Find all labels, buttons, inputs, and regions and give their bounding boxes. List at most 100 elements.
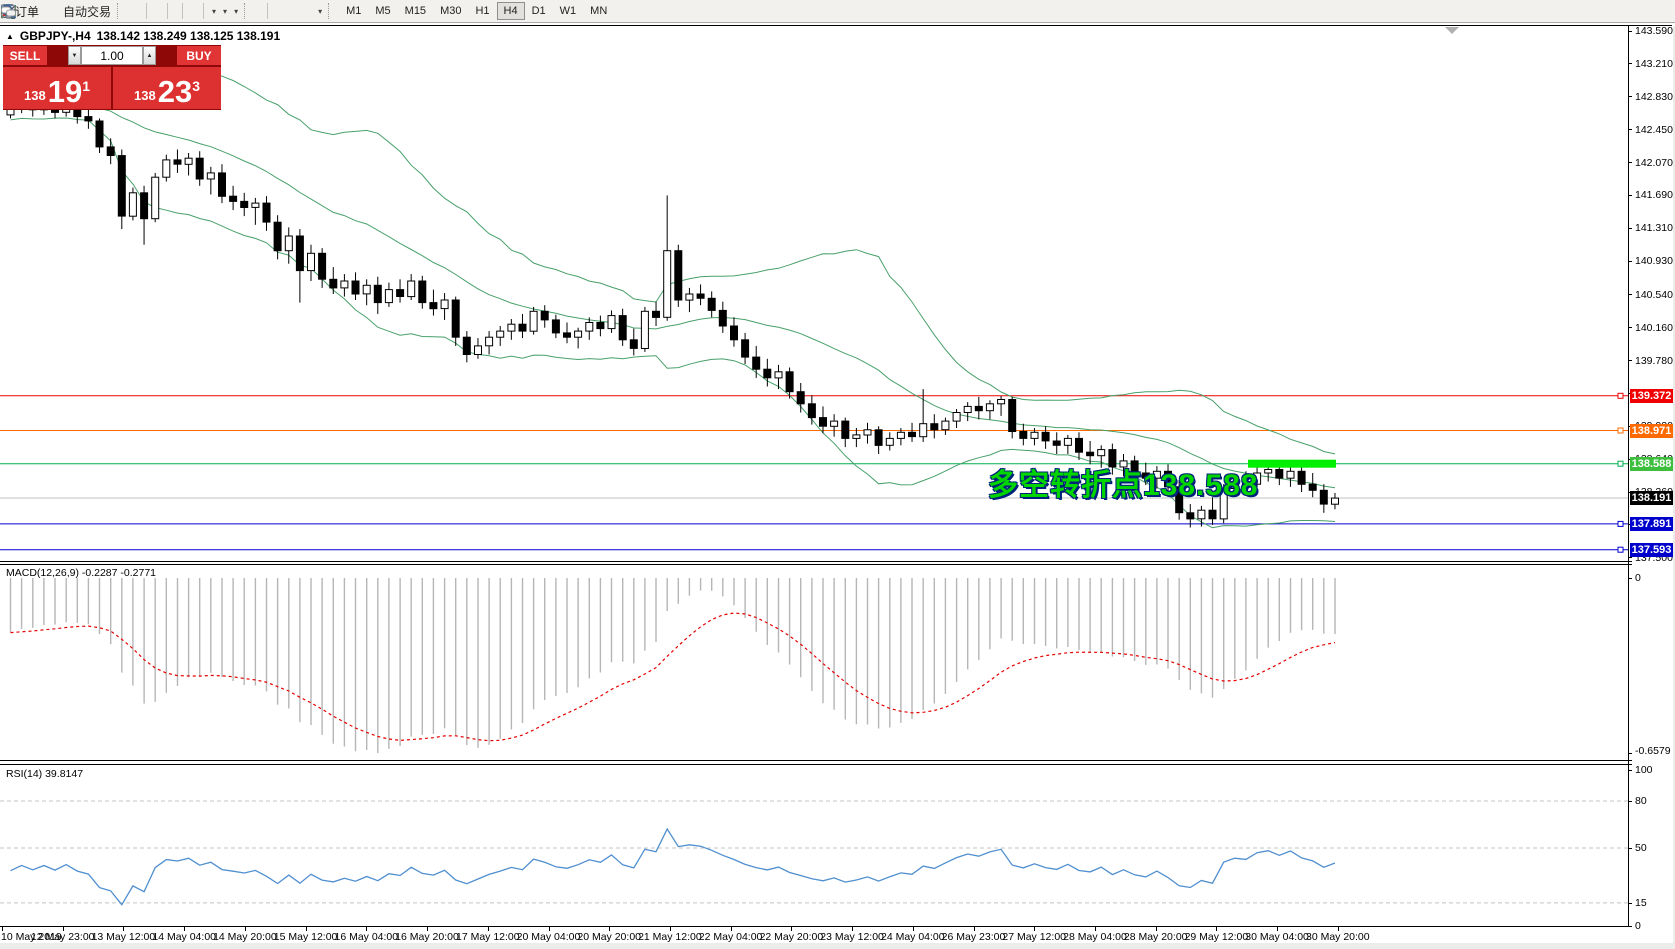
price-line-label: 137.891 [1630, 516, 1673, 531]
window-bottom-strip [0, 943, 1675, 949]
tab-timeframe-M5[interactable]: M5 [375, 5, 391, 17]
rsi-level-label: 100 [1635, 763, 1653, 776]
time-tick-label: 30 May 04:00 [1245, 931, 1309, 943]
rsi-level-label: 80 [1635, 795, 1647, 807]
rsi-svg[interactable] [0, 766, 1628, 926]
price-tick-mark [1628, 227, 1632, 229]
rsi-level-label: 15 [1635, 896, 1647, 909]
time-tick-mark [1277, 927, 1279, 931]
tab-timeframe-MN[interactable]: MN [590, 5, 608, 17]
time-tick-mark [366, 927, 368, 931]
time-tick-mark [973, 927, 975, 931]
price-line-label: 138.971 [1630, 423, 1673, 438]
sell-button[interactable]: SELL [3, 46, 47, 65]
tab-timeframe-M30[interactable]: M30 [440, 5, 462, 17]
chat-button[interactable] [1, 1, 1665, 21]
time-tick-label: 28 May 04:00 [1063, 931, 1127, 943]
rsi-label: RSI(14) 39.8147 [6, 768, 84, 780]
indicators-button[interactable]: ▾ [1, 1, 219, 21]
buy-button[interactable]: BUY [177, 46, 221, 65]
time-tick-mark [305, 927, 307, 931]
buy-price-box[interactable]: 138 23 3 [113, 67, 221, 109]
price-tick-mark [1628, 294, 1632, 296]
sell-price-prefix: 138 [24, 88, 46, 103]
line-chart-button[interactable] [1, 1, 142, 21]
time-tick-label: 24 May 04:00 [880, 931, 945, 943]
chart-title: ▲ GBPJPY-,H4 138.142 138.249 138.125 138… [6, 29, 280, 43]
dropdown-caret-icon: ▾ [234, 6, 239, 16]
tab-timeframe-H1[interactable]: H1 [475, 5, 490, 17]
price-scale[interactable]: 143.590 143.210 142.830 142.450 142.070 141.6… [1628, 0, 1675, 949]
macd-min-label: -0.6579 [1635, 745, 1671, 757]
price-axis-line [1628, 26, 1629, 927]
time-tick-label: 28 May 20:00 [1123, 931, 1188, 943]
autotrade-button[interactable]: 自动交易 [1, 1, 114, 21]
time-tick-mark [184, 927, 186, 931]
toolbar-separator [203, 3, 205, 19]
periods-button[interactable]: ▾ [1, 1, 230, 21]
time-tick-mark [1155, 927, 1157, 931]
time-tick-mark [1216, 927, 1218, 931]
time-tick-label: 12 May 23:00 [30, 931, 95, 943]
crosshair-button[interactable] [2, 1, 263, 21]
chart-shift-button[interactable] [2, 1, 199, 21]
time-tick-label: 15 May 12:00 [273, 931, 338, 943]
price-tick-mark [1628, 557, 1632, 559]
time-tick-mark [487, 927, 489, 931]
price-tick-label: 141.690 [1635, 189, 1673, 202]
tab-timeframe-W1[interactable]: W1 [559, 5, 577, 17]
time-tick-mark [1034, 927, 1036, 931]
zoom-out-button[interactable] [1, 1, 163, 21]
timeframe-bar: M1 M5 M15 M30 H1 H4 D1 W1 MN [339, 2, 614, 20]
tab-timeframe-H4[interactable]: H4 [496, 2, 525, 20]
volume-increase-button[interactable]: ▲ [143, 46, 156, 65]
price-tick-label: 140.930 [1635, 255, 1673, 268]
sell-price-box[interactable]: 138 19 1 [3, 67, 111, 109]
price-tick-label: 142.830 [1635, 90, 1673, 103]
tab-timeframe-M15[interactable]: M15 [404, 5, 427, 17]
tab-timeframe-D1[interactable]: D1 [531, 5, 546, 17]
price-line-label: 138.588 [1630, 456, 1673, 471]
time-tick-label: 30 May 20:00 [1305, 931, 1370, 943]
price-tick-label: 141.310 [1635, 222, 1673, 235]
price-line-label: 139.372 [1630, 388, 1673, 403]
volume-input[interactable]: 1.00 [81, 46, 143, 65]
time-tick-mark [548, 927, 550, 931]
toolbar-separator [267, 3, 269, 19]
chat-bubbles-icon [1, 6, 16, 19]
trade-panel-toggle-icon[interactable]: ▲ [6, 31, 14, 41]
price-tick-mark [1628, 129, 1632, 131]
time-tick-label: 22 May 04:00 [698, 931, 763, 943]
panel-separator[interactable] [0, 561, 1632, 562]
ohlc-values: 138.142 138.249 138.125 138.191 [96, 29, 281, 43]
tab-timeframe-M1[interactable]: M1 [346, 5, 362, 17]
time-tick-mark [427, 927, 428, 931]
time-tick-label: 17 May 12:00 [455, 931, 520, 943]
tile-windows-button[interactable] [1, 1, 178, 21]
time-tick-label: 16 May 20:00 [395, 931, 459, 943]
time-tick-mark [123, 927, 125, 931]
volume-decrease-button[interactable]: ▼ [68, 46, 81, 65]
macd-zero-label: 0 [1635, 572, 1641, 584]
panel-separator[interactable] [0, 760, 1632, 761]
price-tick-label: 142.450 [1635, 123, 1673, 136]
time-tick-label: 26 May 23:00 [941, 931, 1006, 943]
price-tick-label: 140.540 [1635, 288, 1673, 301]
time-tick-mark [1337, 927, 1339, 931]
shapes-button[interactable]: ▾ [3, 1, 325, 21]
panel-separator [0, 764, 1632, 765]
chart-annotation-text: 多空转折点138.588 [988, 469, 1259, 502]
chart-shift-marker-icon[interactable] [1445, 27, 1459, 34]
dropdown-caret-icon: ▾ [223, 6, 228, 16]
time-tick-mark [791, 927, 793, 931]
macd-svg[interactable] [0, 565, 1628, 760]
time-tick-label: 16 May 04:00 [334, 931, 399, 943]
templates-button[interactable]: ▾ [1, 1, 241, 21]
main-chart-svg[interactable] [0, 26, 1628, 562]
price-line-label: 137.593 [1630, 542, 1673, 557]
time-tick-mark [912, 927, 914, 931]
time-tick-mark [1095, 927, 1096, 931]
price-tick-mark [1628, 360, 1632, 362]
price-tick-mark [1628, 162, 1632, 163]
price-tick-label: 142.070 [1635, 156, 1673, 169]
